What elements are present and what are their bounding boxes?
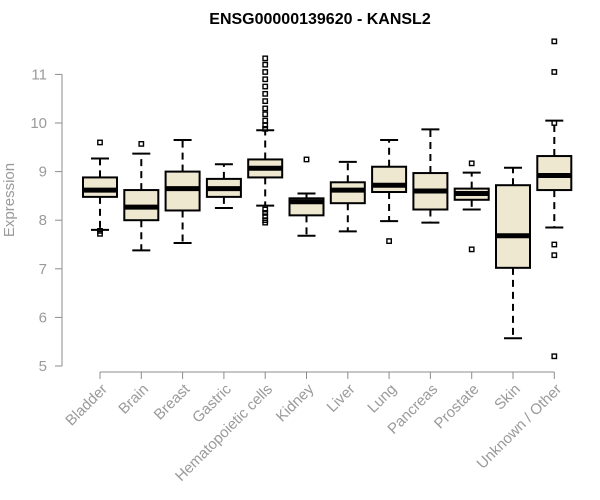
y-tick-label: 9 [39, 164, 47, 181]
box-iqr [82, 176, 118, 198]
chart-title: ENSG00000139620 - KANSL2 [209, 11, 431, 28]
box-series [82, 38, 573, 360]
outlier-point [262, 206, 269, 213]
y-axis: 5 6 7 8 9 10 11 [30, 66, 63, 375]
outlier-point [386, 238, 392, 244]
outlier-point [97, 230, 103, 237]
box-group [82, 139, 118, 237]
box-group [412, 128, 449, 224]
box-group [205, 163, 242, 210]
x-tick-label: Liver [324, 381, 359, 416]
outlier-point [262, 210, 269, 216]
x-tick-label: Breast [151, 380, 194, 423]
outlier-point [262, 105, 269, 112]
outlier-point [551, 38, 558, 45]
box-group [536, 38, 573, 360]
x-tick-label: Brain [115, 381, 152, 418]
box-group [247, 55, 284, 226]
x-tick-label: Prostate [431, 381, 483, 433]
outlier-point [262, 69, 269, 75]
box-iqr [371, 165, 408, 194]
y-tick-label: 5 [39, 358, 47, 375]
outlier-point [468, 246, 475, 253]
outlier-point [551, 120, 558, 126]
y-tick-label: 8 [39, 212, 47, 229]
y-tick-label: 6 [39, 309, 47, 326]
box-iqr [329, 181, 366, 205]
outlier-point [262, 111, 269, 118]
outlier-point [262, 61, 269, 68]
outlier-point [551, 353, 558, 360]
box-iqr [495, 184, 531, 269]
x-tick-label: Bladder [62, 381, 111, 430]
y-tick-label: 10 [30, 115, 47, 132]
y-tick-label: 11 [31, 66, 47, 83]
box-group [453, 160, 490, 253]
x-tick-label: Lung [364, 381, 400, 417]
outlier-point [262, 55, 269, 62]
outlier-point [262, 219, 269, 226]
box-group [371, 139, 408, 244]
box-group [329, 160, 366, 233]
outlier-point [551, 241, 558, 248]
outlier-point [303, 156, 310, 163]
box-group [123, 140, 160, 252]
box-group [288, 156, 325, 237]
outlier-point [138, 140, 145, 147]
x-tick-label: Kidney [273, 380, 318, 425]
outlier-point [262, 90, 269, 97]
outlier-point [262, 83, 269, 90]
outlier-point [262, 98, 269, 105]
x-tick-label: Skin [491, 381, 524, 414]
outlier-point [262, 125, 269, 132]
outlier-point [468, 160, 475, 167]
y-axis-label: Expression [1, 163, 18, 237]
outlier-point [551, 252, 558, 259]
outlier-point [97, 227, 103, 234]
outlier-point [97, 139, 103, 146]
outlier-point [262, 122, 269, 129]
y-tick-label: 7 [39, 261, 47, 278]
box-group [495, 166, 531, 340]
outlier-point [262, 117, 269, 124]
outlier-point [551, 69, 558, 75]
outlier-point [262, 76, 269, 83]
box-group [164, 139, 201, 245]
